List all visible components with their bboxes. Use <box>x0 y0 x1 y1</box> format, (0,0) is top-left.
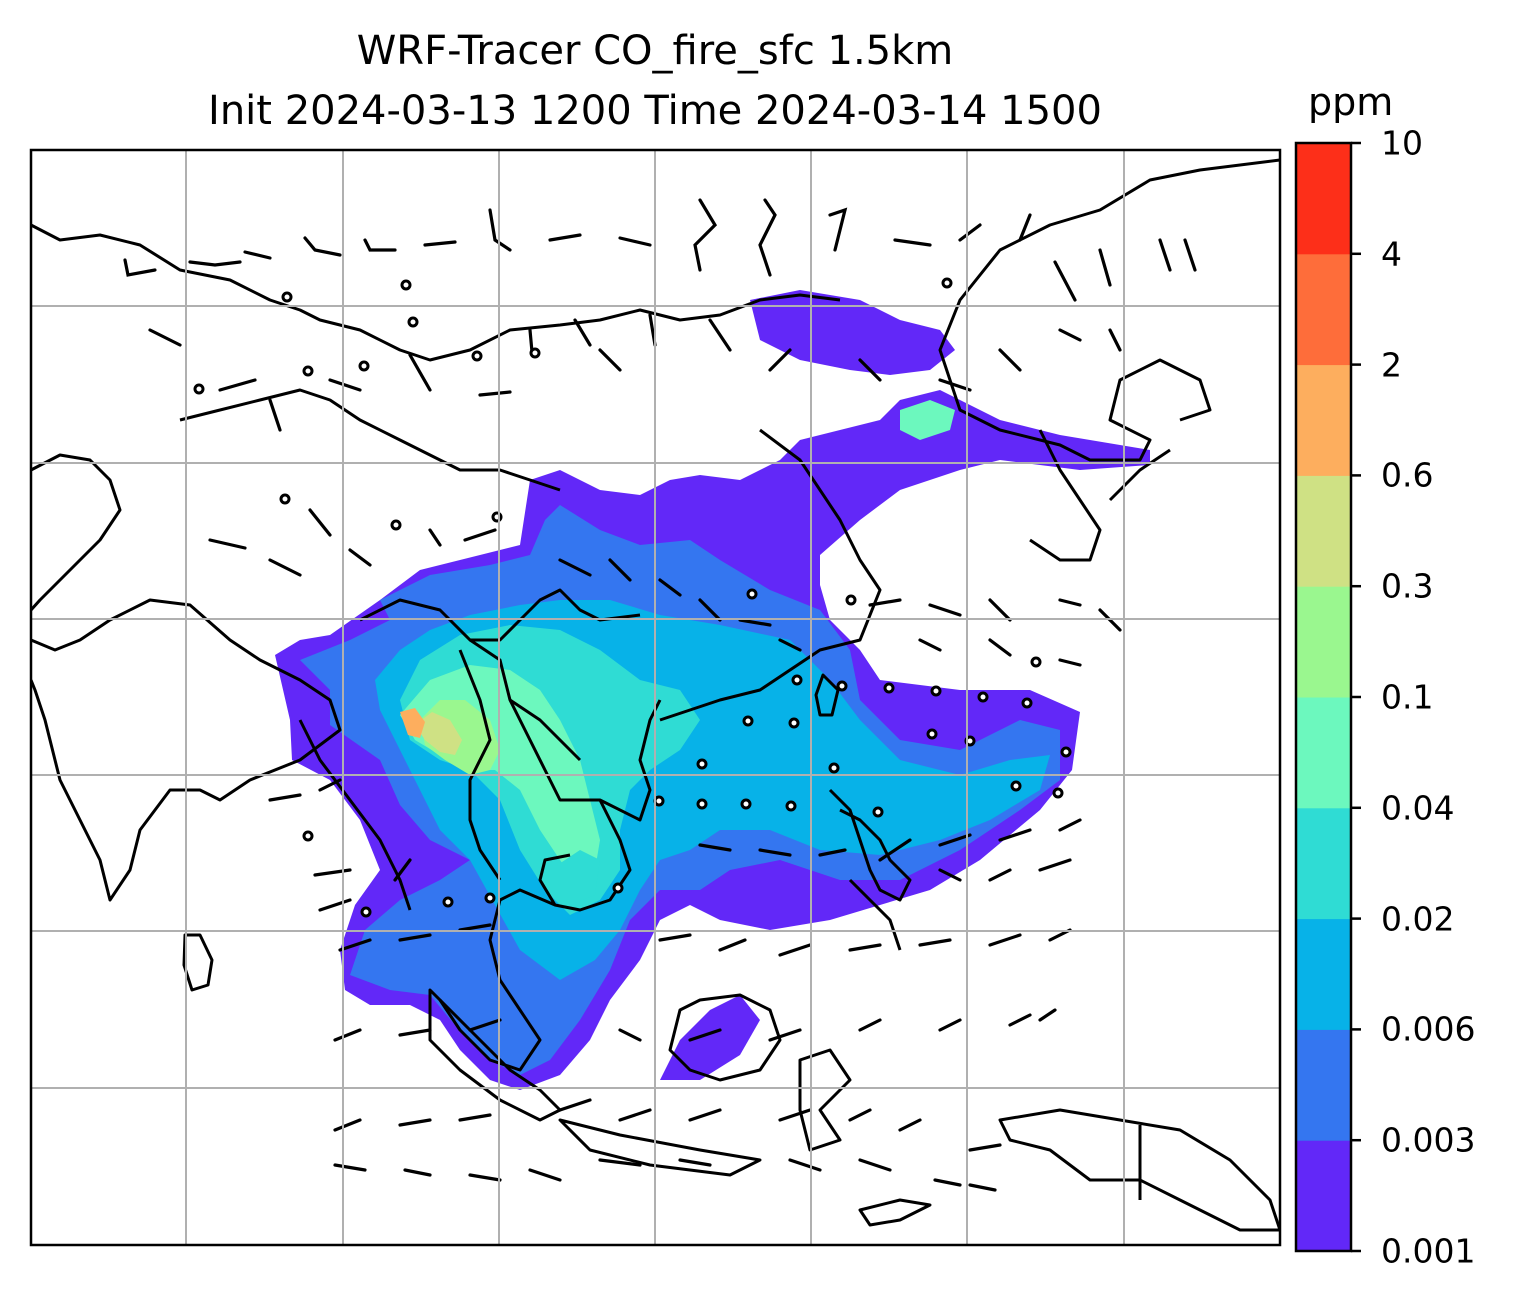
coastline-sumatra <box>428 988 562 1122</box>
colorbar-band-2 <box>1296 253 1351 366</box>
colorbar-tick-label: 0.1 <box>1381 677 1434 717</box>
coastline-taiwan <box>814 673 840 717</box>
plume-level-0.001-south <box>660 995 760 1080</box>
plume-level-0.6 <box>400 708 425 738</box>
map-title-line-1: WRF-Tracer CO_fire_sfc 1.5km <box>356 28 954 74</box>
coastlines <box>31 158 1280 1232</box>
coastline-sri-lanka <box>182 933 214 992</box>
gridlines <box>31 150 1280 1245</box>
plume-level-0.1-south <box>550 850 600 905</box>
coastline-philippines <box>828 788 912 951</box>
colorbar-tick-label: 0.6 <box>1381 455 1434 495</box>
map-frame <box>29 148 1282 1247</box>
colorbar <box>1296 143 1351 1252</box>
colorbar-band-4 <box>1296 143 1351 255</box>
colorbar-band-0.02 <box>1296 807 1351 920</box>
colorbar-tick-label: 4 <box>1381 234 1402 274</box>
plume-level-0.001-north <box>750 290 955 375</box>
colorbar-tick-label: 2 <box>1381 345 1402 385</box>
coastline-timor <box>858 1198 932 1227</box>
colorbar-band-0.3 <box>1296 475 1351 587</box>
colorbar-unit-label: ppm <box>1308 80 1394 124</box>
colorbar-tick-label: 0.04 <box>1381 788 1455 828</box>
coastline-bay-of-bengal <box>298 719 412 911</box>
border-central-asia <box>31 223 841 362</box>
coastline-java <box>558 1118 762 1177</box>
coastline-new-guinea <box>998 1108 1280 1232</box>
colorbar-tick-label: 0.02 <box>1381 899 1455 939</box>
colorbar-tick-label: 10 <box>1381 123 1423 163</box>
coastline-borneo <box>668 993 782 1082</box>
plume-level-0.1-north <box>900 400 955 440</box>
colorbar-band-0.003 <box>1296 1029 1351 1141</box>
wind-barbs <box>123 198 1197 1192</box>
colorbar-tick-label: 0.001 <box>1381 1231 1476 1271</box>
plume-level-0.3 <box>415 712 462 755</box>
border-himalaya <box>179 388 561 492</box>
map-title-line-2: Init 2024-03-13 1200 Time 2024-03-14 150… <box>208 88 1102 134</box>
coastline-sulawesi <box>798 1048 852 1152</box>
colorbar-band-0.6 <box>1296 364 1351 476</box>
colorbar-tick-label: 0.003 <box>1381 1120 1476 1160</box>
border-myanmar-thailand <box>458 649 582 881</box>
colorbar-band-0.006 <box>1296 918 1351 1030</box>
coastline-indochina <box>438 638 662 1072</box>
border-korea-japan <box>1029 429 1171 562</box>
coastline-india <box>31 453 342 902</box>
colorbar-band-0.1 <box>1296 586 1351 698</box>
colorbar-band-0.001 <box>1296 1140 1351 1252</box>
co-tracer-field <box>275 290 1150 1090</box>
colorbar-tick-label: 0.006 <box>1381 1009 1476 1049</box>
coastline-china-east <box>938 158 1280 462</box>
coastline-china-south <box>659 428 882 722</box>
colorbar-ticks <box>1351 141 1361 1253</box>
colorbar-band-0.04 <box>1296 697 1351 809</box>
colorbar-tick-label: 0.3 <box>1381 566 1434 606</box>
